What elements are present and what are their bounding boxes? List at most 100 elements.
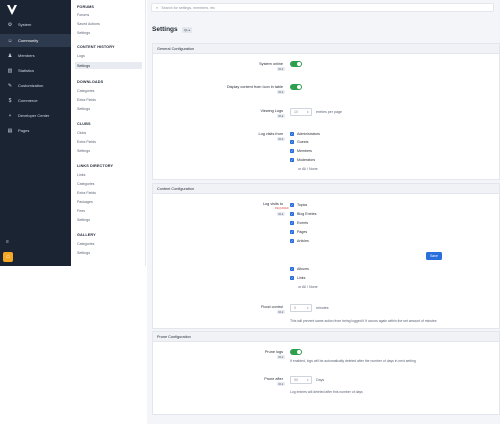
nav-item-statistics[interactable]: ▥ Statistics	[0, 64, 71, 77]
flood-control-suffix: minutes	[316, 306, 329, 310]
submenu-heading: LINKS DIRECTORY	[77, 164, 114, 168]
search-input[interactable]: ⌕ Search for settings, members, etc	[151, 3, 494, 12]
submenu-link-gallery-settings[interactable]: Settings	[77, 250, 90, 255]
checkbox-pages[interactable]: ✓ Pages	[290, 230, 307, 234]
prune-configuration-panel: Prune Configuration Prune logs RLk If en…	[152, 331, 500, 415]
nav-item-customization[interactable]: ✎ Customization	[0, 79, 71, 92]
checkbox-label: Links	[297, 276, 306, 280]
submenu-heading: CONTENT HISTORY	[77, 45, 115, 49]
submenu-link-link-categories[interactable]: Categories	[77, 181, 95, 186]
submenu-link-link-extra-fields[interactable]: Extra Fields	[77, 190, 96, 195]
checkbox-links[interactable]: ✓ Links	[290, 276, 305, 280]
prune-after-value: 90	[294, 378, 298, 382]
logo-icon	[7, 5, 17, 15]
page-badge[interactable]: QL ▸	[182, 27, 193, 33]
submenu-link-download-extra-fields[interactable]: Extra Fields	[77, 97, 96, 102]
checkbox-label: Topics	[297, 203, 308, 207]
submenu-link-logs[interactable]: Logs	[77, 53, 85, 58]
checkbox-members[interactable]: ✓ Members	[290, 149, 312, 153]
prune-after-help: Log entries will deleted after this numb…	[290, 390, 363, 394]
nav-item-members[interactable]: ♟ Members	[0, 49, 71, 62]
submenu-heading: CLUBS	[77, 122, 91, 126]
submenu-link-saved-actions[interactable]: Saved Actions	[77, 21, 100, 26]
viewing-logs-label: Viewing Logs	[260, 109, 283, 113]
brush-icon: ✎	[7, 82, 13, 89]
submenu-heading: GALLERY	[77, 233, 96, 237]
system-online-label: System online	[259, 62, 283, 66]
checkbox-label: Administrators	[297, 132, 320, 136]
main-content: ⌕ Search for settings, members, etc Sett…	[147, 0, 500, 424]
log-visits-from-label: Log visits from	[258, 132, 283, 136]
nav-item-system[interactable]: ⚙ System	[0, 18, 71, 31]
nav-item-label: Commerce	[18, 98, 38, 103]
check-icon: ✓	[290, 230, 294, 234]
submenu-link-download-categories[interactable]: Categories	[77, 88, 95, 93]
select-all-none[interactable]: or All / None	[298, 285, 318, 289]
general-configuration-panel: General Configuration System online RLk …	[152, 43, 500, 180]
checkbox-label: Members	[297, 149, 312, 153]
home-icon[interactable]: ⌂	[3, 252, 13, 262]
field-badge: RLk	[277, 212, 285, 216]
display-icon-toggle[interactable]	[290, 84, 302, 90]
system-online-toggle[interactable]	[290, 61, 302, 67]
submenu-link-gallery-categories[interactable]: Categories	[77, 241, 95, 246]
checkbox-label: Blog Entries	[297, 212, 317, 216]
select-all-none[interactable]: or All / None	[298, 167, 318, 171]
menu-icon[interactable]: ≡	[6, 239, 9, 245]
viewing-logs-input[interactable]: 10 ⇕	[290, 108, 312, 116]
save-button[interactable]: Save	[426, 252, 442, 260]
panel-heading: General Configuration	[153, 44, 499, 54]
prune-after-input[interactable]: 90 ⇕	[290, 376, 312, 384]
checkbox-administrators[interactable]: ✓ Administrators	[290, 132, 320, 136]
submenu-link-forums[interactable]: Forums	[77, 12, 90, 17]
nav-item-label: Community	[18, 38, 39, 43]
secondary-menu: FORUMS Forums Saved Actions Settings CON…	[71, 0, 146, 266]
page-icon: ▤	[7, 127, 13, 134]
checkbox-blog-entries[interactable]: ✓ Blog Entries	[290, 212, 316, 216]
flood-control-input[interactable]: 0 ⇕	[290, 304, 312, 312]
submenu-link-links[interactable]: Links	[77, 172, 86, 177]
submenu-link-clubs[interactable]: Clubs	[77, 130, 87, 135]
stepper-icon[interactable]: ⇕	[306, 110, 309, 114]
checkbox-guests[interactable]: ✓ Guests	[290, 140, 308, 144]
nav-item-commerce[interactable]: $ Commerce	[0, 94, 71, 107]
submenu-link-forum-settings[interactable]: Settings	[77, 30, 90, 35]
checkbox-moderators[interactable]: ✓ Moderators	[290, 158, 315, 162]
nav-item-label: Customization	[18, 83, 44, 88]
submenu-link-club-extra-fields[interactable]: Extra Fields	[77, 139, 96, 144]
field-badge: RLk	[277, 137, 285, 141]
member-icon: ♟	[7, 52, 13, 59]
check-icon: ✓	[290, 239, 294, 243]
prune-logs-toggle[interactable]	[290, 349, 302, 355]
content-configuration-panel: Content Configuration Log visits to REQU…	[152, 183, 500, 329]
checkbox-articles[interactable]: ✓ Articles	[290, 239, 309, 243]
submenu-link-links-settings[interactable]: Settings	[77, 217, 90, 222]
nav-item-label: Statistics	[18, 68, 35, 73]
field-badge: RLk	[277, 310, 285, 314]
nav-item-pages[interactable]: ▤ Pages	[0, 124, 71, 137]
nav-item-developer-center[interactable]: ⑂ Developer Center	[0, 109, 71, 122]
stepper-icon[interactable]: ⇕	[306, 306, 309, 310]
checkbox-events[interactable]: ✓ Events	[290, 221, 308, 225]
submenu-link-fees[interactable]: Fees	[77, 208, 85, 213]
flood-control-value: 0	[294, 306, 296, 310]
primary-nav: ⚙ System ☺ Community ♟ Members ▥ Statist…	[0, 0, 71, 266]
search-icon: ⌕	[156, 5, 159, 10]
dollar-icon: $	[8, 97, 12, 104]
check-icon: ✓	[290, 267, 294, 271]
submenu-link-download-settings[interactable]: Settings	[77, 106, 90, 111]
nav-item-community[interactable]: ☺ Community	[0, 34, 71, 47]
checkbox-albums[interactable]: ✓ Albums	[290, 267, 309, 271]
checkbox-topics[interactable]: ✓ Topics	[290, 203, 307, 207]
prune-after-suffix: Days	[316, 378, 325, 382]
display-icon-label: Display content from Icon in table	[226, 85, 283, 89]
stepper-icon[interactable]: ⇕	[306, 378, 309, 382]
check-icon: ✓	[290, 140, 294, 144]
submenu-link-packages[interactable]: Packages	[77, 199, 93, 204]
check-icon: ✓	[290, 276, 294, 280]
submenu-heading: FORUMS	[77, 5, 95, 9]
gear-icon: ⚙	[7, 21, 13, 28]
submenu-link-club-settings[interactable]: Settings	[77, 148, 90, 153]
submenu-link-content-history-settings[interactable]: Settings	[75, 62, 142, 69]
